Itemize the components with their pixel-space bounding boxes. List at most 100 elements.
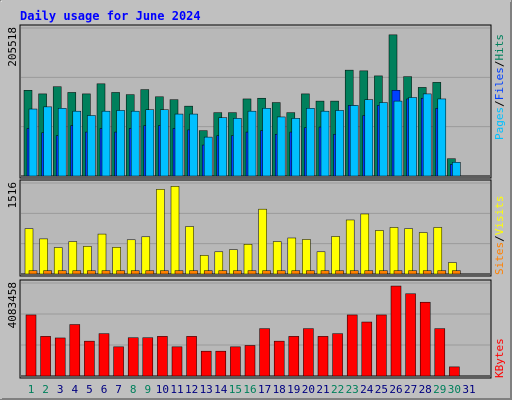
- day-label: 24: [360, 383, 374, 396]
- bar-kbytes: [405, 293, 416, 377]
- bar-visits: [389, 227, 399, 275]
- bar-kbytes: [230, 346, 241, 377]
- bar-kbytes: [361, 321, 373, 377]
- bar-visits: [141, 236, 151, 275]
- legend-hits-panel: Pages/Files/Hits: [493, 34, 506, 140]
- day-label: 5: [86, 383, 93, 396]
- bar-sites: [393, 270, 403, 275]
- bar-sites: [379, 270, 388, 275]
- legend-kbytes: KBytes: [493, 338, 506, 378]
- legend-sep-3: /: [493, 235, 506, 242]
- bar-visits: [97, 233, 107, 275]
- day-label: 7: [115, 383, 122, 396]
- bar-pages: [247, 110, 257, 177]
- bar-pages: [72, 110, 82, 177]
- day-label: 29: [433, 383, 446, 396]
- legend-sites: Sites: [493, 242, 506, 275]
- bar-pages: [116, 110, 125, 177]
- day-label: 11: [170, 383, 183, 396]
- bar-sites: [335, 270, 344, 275]
- bar-pages: [43, 106, 52, 177]
- bar-sites: [437, 270, 447, 275]
- legend-visits-panel: Sites/Visits: [493, 196, 506, 276]
- bar-kbytes: [244, 345, 256, 377]
- legend-sep-2: /: [493, 61, 506, 68]
- bar-kbytes: [98, 333, 110, 377]
- bar-sites: [233, 270, 242, 275]
- bar-sites: [160, 270, 169, 275]
- bar-pages: [203, 136, 213, 177]
- bar-visits: [243, 244, 253, 275]
- ylabel-visits-max: 1516: [6, 182, 19, 209]
- bar-visits: [404, 228, 413, 275]
- bar-sites: [247, 270, 257, 275]
- bar-sites: [130, 270, 140, 275]
- bar-visits: [83, 246, 92, 275]
- bar-visits: [170, 186, 180, 275]
- bar-visits: [229, 249, 238, 275]
- day-label: 31: [462, 383, 475, 396]
- bar-kbytes: [317, 336, 329, 377]
- day-label: 30: [448, 383, 461, 396]
- bar-pages: [393, 100, 403, 177]
- bar-visits: [418, 232, 428, 275]
- day-label: 6: [101, 383, 108, 396]
- legend-pages: Pages: [493, 107, 506, 140]
- day-label: 16: [243, 383, 256, 396]
- bar-kbytes: [54, 337, 66, 377]
- bar-pages: [276, 116, 286, 177]
- day-label: 15: [229, 383, 242, 396]
- bar-kbytes: [303, 328, 314, 377]
- bar-pages: [437, 98, 447, 177]
- bar-pages: [320, 110, 330, 177]
- ylabel-kbytes-max: 4083458: [6, 282, 19, 328]
- ylabel-hits-max: 205518: [6, 27, 19, 67]
- legend-visits: Visits: [493, 196, 506, 236]
- day-label: 9: [144, 383, 151, 396]
- bar-sites: [28, 270, 38, 275]
- bar-sites: [408, 270, 417, 275]
- day-label: 1: [28, 383, 35, 396]
- bar-kbytes: [376, 314, 387, 377]
- bar-visits: [331, 236, 340, 275]
- bar-kbytes: [346, 314, 358, 377]
- bar-visits: [39, 238, 48, 275]
- legend-hits: Hits: [493, 34, 506, 61]
- bar-pages: [189, 113, 198, 177]
- bar-sites: [72, 270, 82, 275]
- bar-kbytes: [142, 337, 154, 377]
- bar-pages: [364, 99, 374, 177]
- bar-visits: [126, 239, 136, 275]
- bar-sites: [422, 270, 432, 275]
- x-axis-day-labels: 1 2 3 4 5 6 7 8 9 10 11 12 13 14 15 16 17 18 19 20 21 22 23 24 2…: [28, 383, 476, 396]
- bar-pages: [408, 97, 417, 177]
- day-label: 22: [331, 383, 344, 396]
- legend-kbytes-panel: KBytes: [493, 338, 506, 378]
- bar-sites: [349, 270, 359, 275]
- bar-sites: [189, 270, 198, 275]
- bar-sites: [291, 270, 301, 275]
- bar-pages: [306, 108, 315, 177]
- bar-kbytes: [84, 340, 95, 377]
- bar-kbytes: [390, 285, 402, 377]
- day-label: 28: [419, 383, 432, 396]
- bar-sites: [43, 270, 52, 275]
- bar-kbytes: [419, 301, 431, 377]
- day-label: 10: [156, 383, 169, 396]
- bar-sites: [174, 270, 184, 275]
- bar-pages: [262, 108, 271, 177]
- bar-visits: [375, 230, 384, 275]
- bar-sites: [203, 270, 213, 275]
- bar-sites: [364, 270, 374, 275]
- chart-title: Daily usage for June 2024: [20, 9, 201, 23]
- bar-sites: [218, 270, 228, 275]
- bar-kbytes: [113, 346, 124, 377]
- bar-kbytes: [25, 314, 37, 377]
- bar-kbytes: [69, 324, 81, 377]
- bar-pages: [218, 117, 228, 177]
- bar-sites: [101, 270, 111, 275]
- day-label: 27: [404, 383, 417, 396]
- bar-kbytes: [273, 340, 285, 377]
- day-label: 25: [375, 383, 388, 396]
- bar-visits: [272, 241, 282, 275]
